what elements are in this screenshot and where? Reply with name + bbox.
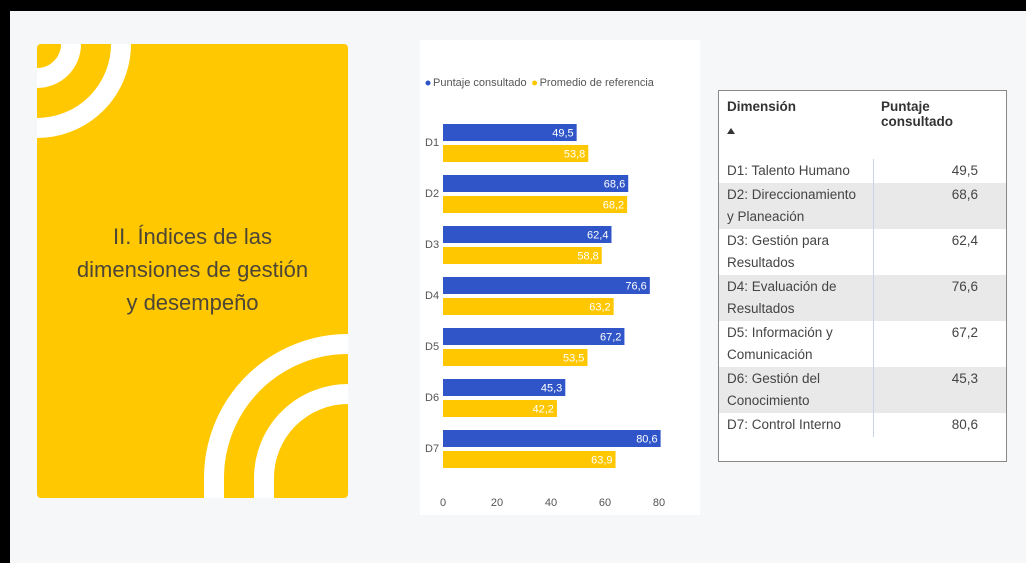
y-tick-label: D3 xyxy=(425,239,439,251)
value-cell: 49,5 xyxy=(872,159,1006,183)
y-tick-label: D7 xyxy=(425,443,439,455)
card-title: II. Índices de las dimensiones de gestió… xyxy=(37,220,348,319)
data-table: Dimensión Puntaje consultado D1: Talento… xyxy=(718,90,1007,462)
y-tick-label: D4 xyxy=(425,290,439,302)
table-row: D2: Direccionamiento y Planeación 68,6 xyxy=(719,183,1006,229)
bar xyxy=(443,196,628,213)
legend-marker xyxy=(532,80,538,86)
header-text: Puntaje consultado xyxy=(881,99,954,129)
title-line: II. Índices de las xyxy=(113,224,272,249)
value-label: 45,3 xyxy=(541,382,562,394)
table-row: D3: Gestión para Resultados 62,4 xyxy=(719,229,1006,275)
value-cell: 76,6 xyxy=(872,275,1006,321)
y-tick-label: D6 xyxy=(425,392,439,404)
table-row: D4: Evaluación de Resultados 76,6 xyxy=(719,275,1006,321)
value-cell: 62,4 xyxy=(872,229,1006,275)
legend-marker xyxy=(425,80,431,86)
value-cell: 45,3 xyxy=(872,367,1006,413)
title-card: II. Índices de las dimensiones de gestió… xyxy=(37,44,348,498)
x-tick-label: 80 xyxy=(653,497,665,509)
title-line: y desempeño xyxy=(126,290,259,315)
table-row: D6: Gestión del Conocimiento 45,3 xyxy=(719,367,1006,413)
bar xyxy=(443,145,589,162)
table-row: D1: Talento Humano 49,5 xyxy=(719,159,1006,183)
header-cell[interactable]: Dimensión xyxy=(719,91,873,159)
label-cell: D2: Direccionamiento y Planeación xyxy=(719,183,873,229)
bar xyxy=(443,175,629,192)
x-tick-label: 0 xyxy=(440,497,446,509)
value-cell: 68,6 xyxy=(872,183,1006,229)
table-row: D5: Información y Comunicación 67,2 xyxy=(719,321,1006,367)
x-tick-label: 20 xyxy=(491,497,503,509)
value-label: 49,5 xyxy=(552,127,573,139)
label-cell: D7: Control Interno xyxy=(727,417,842,432)
label-cell: D3: Gestión para Resultados xyxy=(727,233,830,270)
value-label: 58,8 xyxy=(577,250,598,262)
title-line: dimensiones de gestión xyxy=(76,257,309,282)
value-label: 62,4 xyxy=(587,229,608,241)
card-decoration xyxy=(37,44,348,498)
bar xyxy=(443,379,566,396)
value-label: 42,2 xyxy=(533,403,554,415)
value-label: 76,6 xyxy=(625,280,646,292)
x-tick-label: 60 xyxy=(599,497,611,509)
label-cell: D4: Evaluación de Resultados xyxy=(719,275,873,321)
bar xyxy=(443,400,557,417)
bar xyxy=(443,247,602,264)
value-cell: 80,6 xyxy=(872,413,1006,437)
bar xyxy=(443,124,577,141)
label-cell: D6: Gestión del Conocimiento xyxy=(719,367,873,413)
header-text: Dimensión xyxy=(727,99,797,114)
bar xyxy=(443,298,614,315)
bar xyxy=(443,451,616,468)
table-row: D7: Control Interno 80,6 xyxy=(719,413,1006,437)
label-cell: D1: Talento Humano xyxy=(727,163,850,178)
x-tick-label: 40 xyxy=(545,497,557,509)
label-cell: D5: Información y Comunicación xyxy=(727,325,833,362)
value-cell: 67,2 xyxy=(872,321,1006,367)
bar xyxy=(443,226,612,243)
bar xyxy=(443,328,625,345)
y-tick-label: D5 xyxy=(425,341,439,353)
value-label: 63,9 xyxy=(591,454,612,466)
chart: Puntaje consultado Promedio de referencia… xyxy=(420,40,700,515)
legend-label: Promedio de referencia xyxy=(540,77,655,89)
value-label: 67,2 xyxy=(600,331,621,343)
y-tick-label: D1 xyxy=(425,137,439,149)
value-label: 68,2 xyxy=(603,199,624,211)
bar xyxy=(443,277,650,294)
value-label: 68,6 xyxy=(604,178,625,190)
value-label: 63,2 xyxy=(589,301,610,313)
bar xyxy=(443,349,588,366)
table: Dimensión Puntaje consultado D1: Talento… xyxy=(719,91,1006,437)
bar xyxy=(443,430,661,447)
value-label: 80,6 xyxy=(636,433,657,445)
sort-icon xyxy=(727,128,735,134)
y-tick-label: D2 xyxy=(425,188,439,200)
value-label: 53,8 xyxy=(564,148,585,160)
header-cell[interactable]: Puntaje consultado xyxy=(873,91,1006,159)
legend-label: Puntaje consultado xyxy=(433,77,527,89)
value-label: 53,5 xyxy=(563,352,584,364)
